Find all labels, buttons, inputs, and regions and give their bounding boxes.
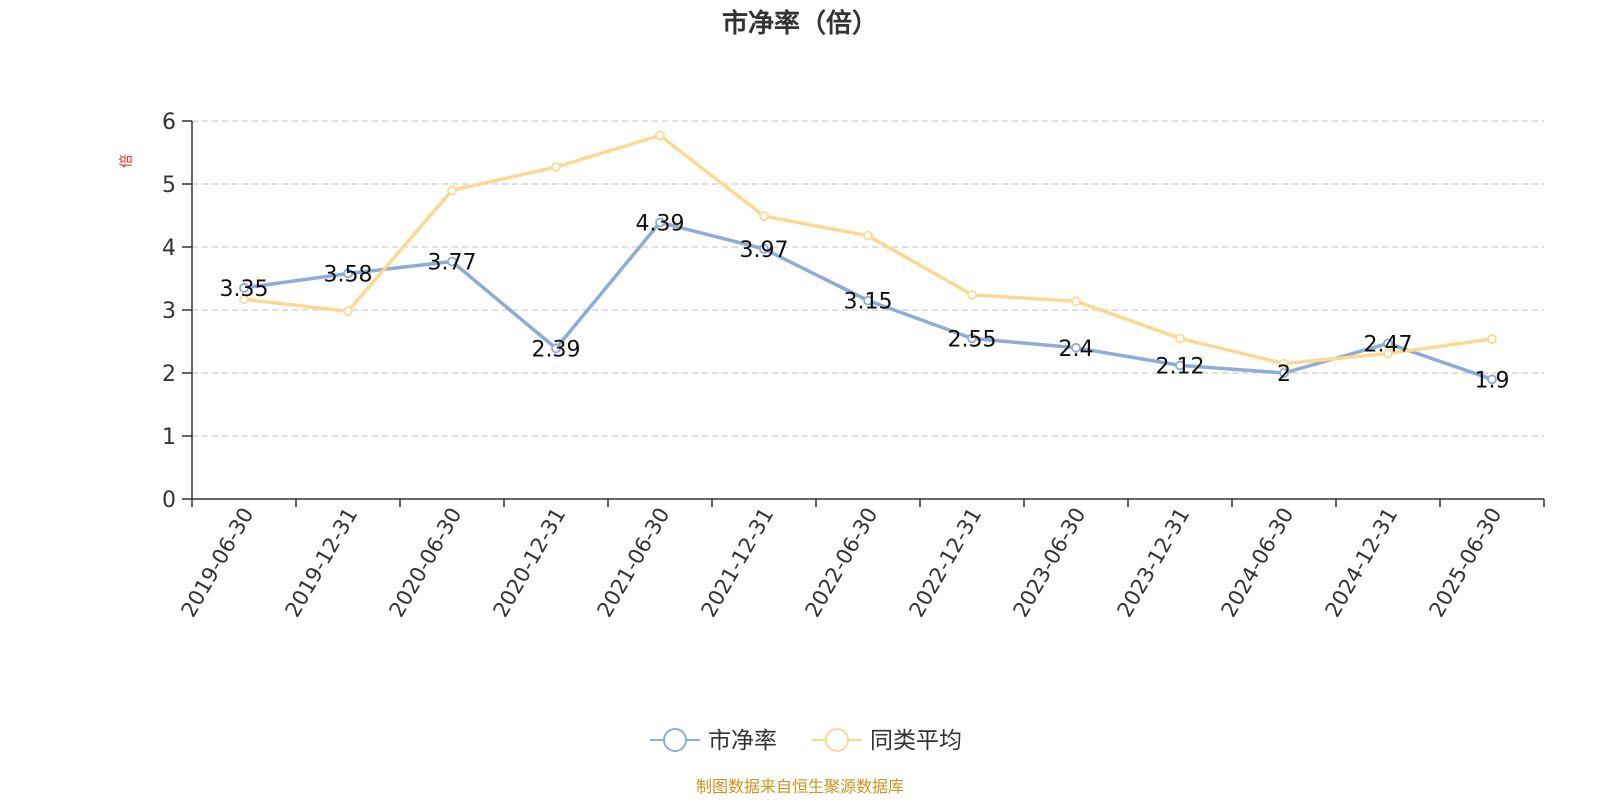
data-label: 2.55	[948, 327, 997, 352]
chart-title: 市净率（倍）	[722, 8, 878, 39]
data-point	[655, 130, 665, 141]
legend-label: 同类平均	[870, 728, 962, 754]
y-tick-label: 4	[162, 236, 176, 261]
data-point	[1279, 368, 1289, 378]
data-point	[655, 217, 665, 228]
data-label: 3.58	[324, 262, 373, 287]
legend-marker	[663, 728, 687, 752]
data-point	[343, 268, 353, 279]
axis-layer: 0 1 2 3 4 5 6 2019-06-30 2019-12-31 2020-06-30 202…	[162, 110, 1545, 622]
x-tick-label: 2021-06-30	[593, 504, 675, 622]
data-label: 2	[1277, 362, 1291, 387]
data-point	[1175, 360, 1185, 371]
data-point	[239, 294, 249, 305]
data-point	[1383, 338, 1393, 349]
data-point	[1487, 374, 1497, 385]
data-point	[343, 306, 353, 317]
data-point	[863, 230, 873, 241]
data-point	[447, 185, 457, 196]
data-label: 3.97	[740, 238, 789, 263]
data-point	[1175, 333, 1185, 344]
data-point	[1383, 348, 1393, 359]
y-tick-label: 2	[162, 362, 176, 387]
data-point	[551, 162, 561, 172]
data-point	[551, 343, 561, 354]
series-layer	[239, 130, 1497, 385]
data-point	[759, 211, 769, 222]
data-label: 4.39	[636, 211, 685, 236]
y-tick-label: 0	[162, 488, 176, 513]
data-label: 2.47	[1364, 332, 1413, 357]
data-label: 3.15	[844, 290, 893, 315]
data-point	[1487, 334, 1497, 344]
y-tick-label: 3	[162, 299, 176, 324]
data-point	[1071, 342, 1081, 353]
legend: 市净率 同类平均	[650, 728, 962, 754]
data-point	[863, 295, 873, 306]
x-tick-label: 2021-12-31	[697, 504, 779, 622]
x-tick-label: 2020-12-31	[489, 504, 571, 622]
data-point	[759, 243, 769, 254]
x-tick-label: 2024-06-30	[1217, 504, 1299, 622]
data-label: 2.4	[1059, 337, 1094, 362]
data-label: 2.12	[1156, 354, 1205, 379]
y-axis-title: 倍	[119, 154, 135, 168]
x-tick-label: 2023-06-30	[1009, 504, 1091, 622]
data-point	[1279, 358, 1289, 369]
y-tick-label: 6	[162, 110, 176, 135]
legend-label: 市净率	[708, 728, 777, 754]
data-point	[239, 283, 249, 293]
data-point	[967, 333, 977, 344]
x-tick-label: 2023-12-31	[1113, 504, 1195, 622]
x-tick-label: 2024-12-31	[1321, 504, 1403, 622]
data-label: 1.9	[1475, 368, 1510, 393]
data-point	[1071, 296, 1081, 307]
x-tick-label: 2022-12-31	[905, 504, 987, 622]
data-label: 2.39	[532, 337, 581, 362]
data-label: 3.77	[428, 250, 477, 275]
x-tick-label: 2019-06-30	[177, 504, 259, 622]
data-label-layer: 3.35 3.58 3.77 2.39 4.39 3.97 3.15 2.55 2.4 2.12 2…	[220, 211, 1510, 393]
x-tick-label: 2020-06-30	[385, 504, 467, 622]
y-tick-label: 5	[162, 173, 176, 198]
legend-marker	[825, 728, 849, 752]
x-tick-label: 2022-06-30	[801, 504, 883, 622]
x-tick-label: 2025-06-30	[1425, 504, 1507, 622]
grid-layer	[192, 120, 1544, 437]
source-note: 制图数据来自恒生聚源数据库	[696, 777, 904, 796]
data-point	[967, 289, 977, 300]
y-tick-label: 1	[162, 425, 176, 450]
data-label: 3.35	[220, 277, 269, 302]
x-tick-label: 2019-12-31	[281, 504, 363, 622]
data-point	[447, 256, 457, 267]
